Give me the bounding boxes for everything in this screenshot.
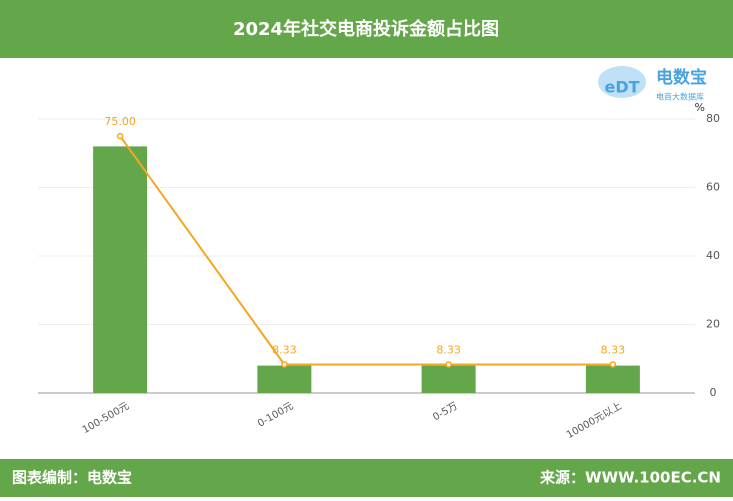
logo-tagline: 电商大数据库 [656,92,704,102]
y-tick-label: 60 [706,181,720,194]
data-label: 8.33 [436,343,461,356]
y-axis-unit: % [695,101,705,114]
footer-bar [0,459,733,497]
logo-mark: eDT [604,78,639,97]
y-tick-label: 0 [710,386,717,399]
y-tick-label: 80 [706,112,720,125]
line [119,135,613,366]
chart-title: 2024年社交电商投诉金额占比图 [233,18,499,40]
line-point [281,361,288,368]
logo-cloud [598,66,646,98]
line-point [609,361,617,368]
y-tick-label: 40 [706,249,720,262]
bar [585,365,640,393]
bar [257,365,312,393]
y-tick-label: 20 [706,318,720,331]
footer-right: 来源：WWW.100EC.CN [539,469,721,487]
header-bar [0,0,733,58]
line-point [116,132,124,140]
logo-name: 电数宝 [656,67,707,88]
line-point [445,361,452,368]
data-label: 8.33 [272,343,297,356]
bar [421,365,476,393]
bar [93,146,148,393]
footer-left: 图表编制：电数宝 [12,469,132,487]
data-label: 75.00 [104,115,136,128]
data-label: 8.33 [601,343,626,356]
